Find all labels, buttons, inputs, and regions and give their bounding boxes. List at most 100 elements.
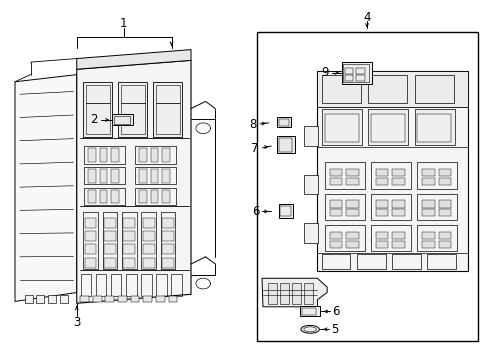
Bar [88,169,96,183]
Bar [88,148,96,162]
Bar [414,109,454,145]
Bar [135,188,176,205]
Bar [370,225,410,251]
Bar [438,241,450,248]
Bar [291,283,300,304]
Bar [391,232,404,239]
Bar [80,296,89,302]
Bar [142,218,154,228]
Bar [391,241,404,248]
Bar [346,241,358,248]
Bar [153,82,182,137]
Bar [324,194,364,220]
Bar [421,232,434,239]
Bar [375,178,387,185]
Bar [256,32,477,341]
Bar [356,75,364,81]
Bar [416,225,456,251]
Bar [161,212,175,269]
Bar [278,138,291,152]
Bar [123,218,135,228]
Bar [280,283,288,304]
Bar [267,283,276,304]
Bar [143,296,152,302]
Bar [421,201,434,207]
Bar [427,254,455,269]
Bar [317,71,467,271]
Bar [100,148,107,162]
Bar [111,169,119,183]
Bar [322,109,362,145]
Bar [130,296,139,302]
Bar [84,147,125,163]
Bar [375,169,387,176]
Bar [93,296,102,302]
Bar [84,244,96,254]
Bar [375,241,387,248]
Text: 6: 6 [251,205,259,218]
Bar [81,274,91,296]
Bar [276,117,290,127]
Bar [278,204,292,217]
Bar [111,190,119,203]
Bar [438,178,450,185]
Bar [162,218,174,228]
Text: 1: 1 [120,17,127,30]
Bar [141,212,156,269]
Bar [162,231,174,241]
Text: 5: 5 [330,323,337,336]
Bar [120,85,144,103]
Bar [300,306,319,316]
Bar [84,188,125,205]
Bar [48,296,56,303]
Bar [111,148,119,162]
Bar [324,114,358,142]
Bar [104,244,116,254]
Bar [83,82,112,137]
Bar [421,209,434,216]
Bar [329,209,342,216]
Bar [421,241,434,248]
Bar [391,254,420,269]
Bar [104,257,116,267]
Bar [141,274,151,296]
Bar [421,169,434,176]
Bar [100,169,107,183]
Bar [414,75,453,103]
Bar [120,103,144,134]
Bar [329,241,342,248]
Bar [156,296,164,302]
Bar [142,244,154,254]
Bar [416,194,456,220]
Bar [370,194,410,220]
Bar [142,257,154,267]
Bar [84,257,96,267]
Bar [114,116,129,123]
Bar [276,136,294,153]
Bar [142,231,154,241]
Bar [150,190,158,203]
Bar [391,201,404,207]
Bar [416,114,450,142]
Bar [85,85,110,103]
Bar [368,75,407,103]
Bar [88,190,96,203]
Bar [112,114,132,125]
Bar [329,178,342,185]
Bar [123,231,135,241]
Bar [370,114,404,142]
Bar [162,257,174,267]
Bar [150,169,158,183]
Bar [280,206,290,216]
Bar [84,231,96,241]
Bar [345,75,353,81]
Bar [324,225,364,251]
Polygon shape [77,60,191,303]
Bar [346,178,358,185]
Bar [155,85,180,103]
Bar [118,296,126,302]
Bar [303,126,318,146]
Bar [329,201,342,207]
Bar [60,296,67,303]
Bar [139,169,146,183]
